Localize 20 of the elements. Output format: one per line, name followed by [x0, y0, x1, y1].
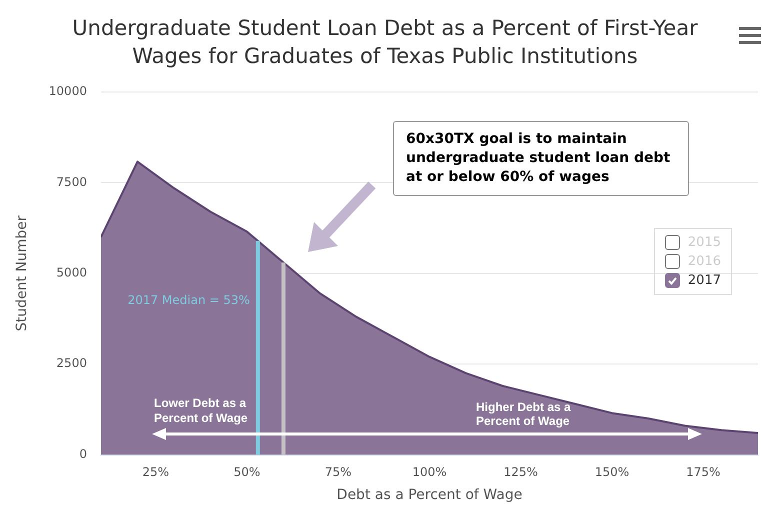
y-axis-title: Student Number — [14, 215, 30, 332]
x-tick-label: 150% — [594, 465, 630, 480]
annotation: Lower Debt as a Percent of Wage — [154, 396, 249, 426]
x-tick-label: 50% — [234, 465, 260, 480]
x-tick-label: 125% — [504, 465, 538, 480]
legend-label: 2017 — [688, 272, 721, 290]
annotation: 60x30TX goal is to maintain undergraduate student loan debt at or below 60% of wages — [393, 121, 689, 196]
x-tick-label: 25% — [142, 465, 170, 480]
x-tick-label: 175% — [686, 465, 720, 480]
x-tick-label: 75% — [324, 465, 352, 480]
x-axis-title: Debt as a Percent of Wage — [336, 487, 522, 504]
chart-title: Undergraduate Student Loan Debt as a Percent of First-Year Wages for Graduates of Texas Public Institutions — [71, 15, 699, 70]
y-tick-label: 10000 — [48, 84, 87, 98]
y-tick-label: 2500 — [56, 356, 87, 370]
annotation: Higher Debt as a Percent of Wage — [476, 400, 572, 428]
ref-line-label: 2017 Median = 53% — [128, 293, 250, 308]
x-tick-label: 100% — [412, 465, 447, 480]
y-tick-label: 5000 — [56, 266, 87, 280]
y-tick-label: 0 — [79, 446, 87, 461]
y-tick-label: 7500 — [56, 174, 87, 189]
